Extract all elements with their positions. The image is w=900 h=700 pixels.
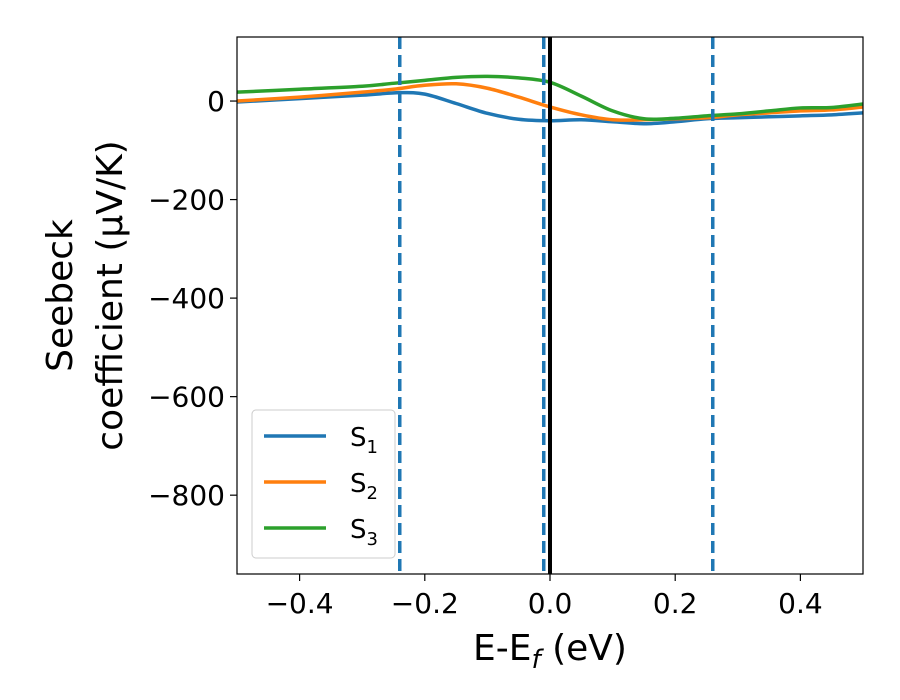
legend-box (251, 409, 396, 559)
x-tick-label: −0.4 (266, 587, 334, 620)
legend-label-s2: S2 (350, 469, 378, 504)
legend-label-s3: S3 (350, 515, 378, 550)
y-tick-label: −600 (148, 381, 225, 414)
x-axis-label-unit: (eV) (541, 628, 627, 669)
series-line-s2 (237, 81, 863, 122)
x-axis-ticks: −0.4 −0.2 0.0 0.2 0.4 (266, 574, 823, 620)
legend-label-s1: S1 (350, 423, 378, 458)
y-axis-ticks: 0 −200 −400 −600 −800 (148, 85, 237, 512)
y-tick-label: −800 (148, 479, 225, 512)
x-axis-label: E-Ef (eV) (473, 628, 627, 675)
y-tick-label: −400 (148, 282, 225, 315)
x-tick-label: −0.2 (391, 587, 459, 620)
x-tick-label: 0.0 (528, 587, 573, 620)
y-axis-label-line2: coefficient (μV/K) (90, 140, 131, 450)
y-axis-label-line1: Seebeck (40, 219, 81, 372)
legend: S1 S2 S3 (251, 409, 396, 559)
y-axis-label: Seebeck coefficient (μV/K) (40, 140, 131, 450)
series-line-s3 (237, 74, 863, 122)
y-tick-label: −200 (148, 184, 225, 217)
x-tick-label: 0.4 (778, 587, 823, 620)
x-tick-label: 0.2 (653, 587, 698, 620)
vertical-lines (398, 37, 715, 574)
x-axis-label-main: E-E (473, 628, 531, 669)
y-tick-label: 0 (207, 85, 225, 118)
